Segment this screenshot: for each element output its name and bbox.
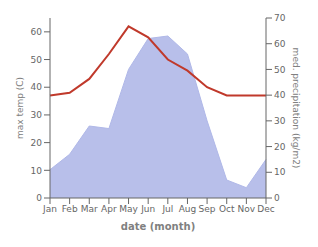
svg-text:0: 0 xyxy=(274,193,280,203)
svg-text:30: 30 xyxy=(31,110,43,120)
svg-text:Sep: Sep xyxy=(199,204,216,214)
svg-text:Jul: Jul xyxy=(161,204,173,214)
svg-text:20: 20 xyxy=(274,142,286,152)
svg-text:Jun: Jun xyxy=(140,204,155,214)
svg-text:10: 10 xyxy=(31,166,43,176)
svg-text:Mar: Mar xyxy=(81,204,98,214)
svg-text:Jan: Jan xyxy=(42,204,57,214)
svg-text:30: 30 xyxy=(274,116,286,126)
svg-text:60: 60 xyxy=(274,39,286,49)
svg-text:Apr: Apr xyxy=(101,204,117,214)
svg-text:Aug: Aug xyxy=(179,204,197,214)
svg-text:Feb: Feb xyxy=(62,204,78,214)
svg-text:date (month): date (month) xyxy=(121,221,195,232)
svg-text:Dec: Dec xyxy=(257,204,274,214)
svg-text:Oct: Oct xyxy=(219,204,235,214)
svg-text:60: 60 xyxy=(31,27,43,37)
svg-text:40: 40 xyxy=(31,82,43,92)
svg-text:70: 70 xyxy=(274,13,286,23)
svg-text:med. precipitation (kg/m2): med. precipitation (kg/m2) xyxy=(291,48,301,169)
svg-text:0: 0 xyxy=(36,193,42,203)
svg-text:40: 40 xyxy=(274,90,286,100)
svg-text:10: 10 xyxy=(274,167,286,177)
svg-text:max temp (C): max temp (C) xyxy=(15,77,25,139)
svg-text:Nov: Nov xyxy=(238,204,256,214)
svg-text:50: 50 xyxy=(31,55,43,65)
svg-text:May: May xyxy=(119,204,138,214)
svg-text:20: 20 xyxy=(31,138,43,148)
svg-text:50: 50 xyxy=(274,65,286,75)
